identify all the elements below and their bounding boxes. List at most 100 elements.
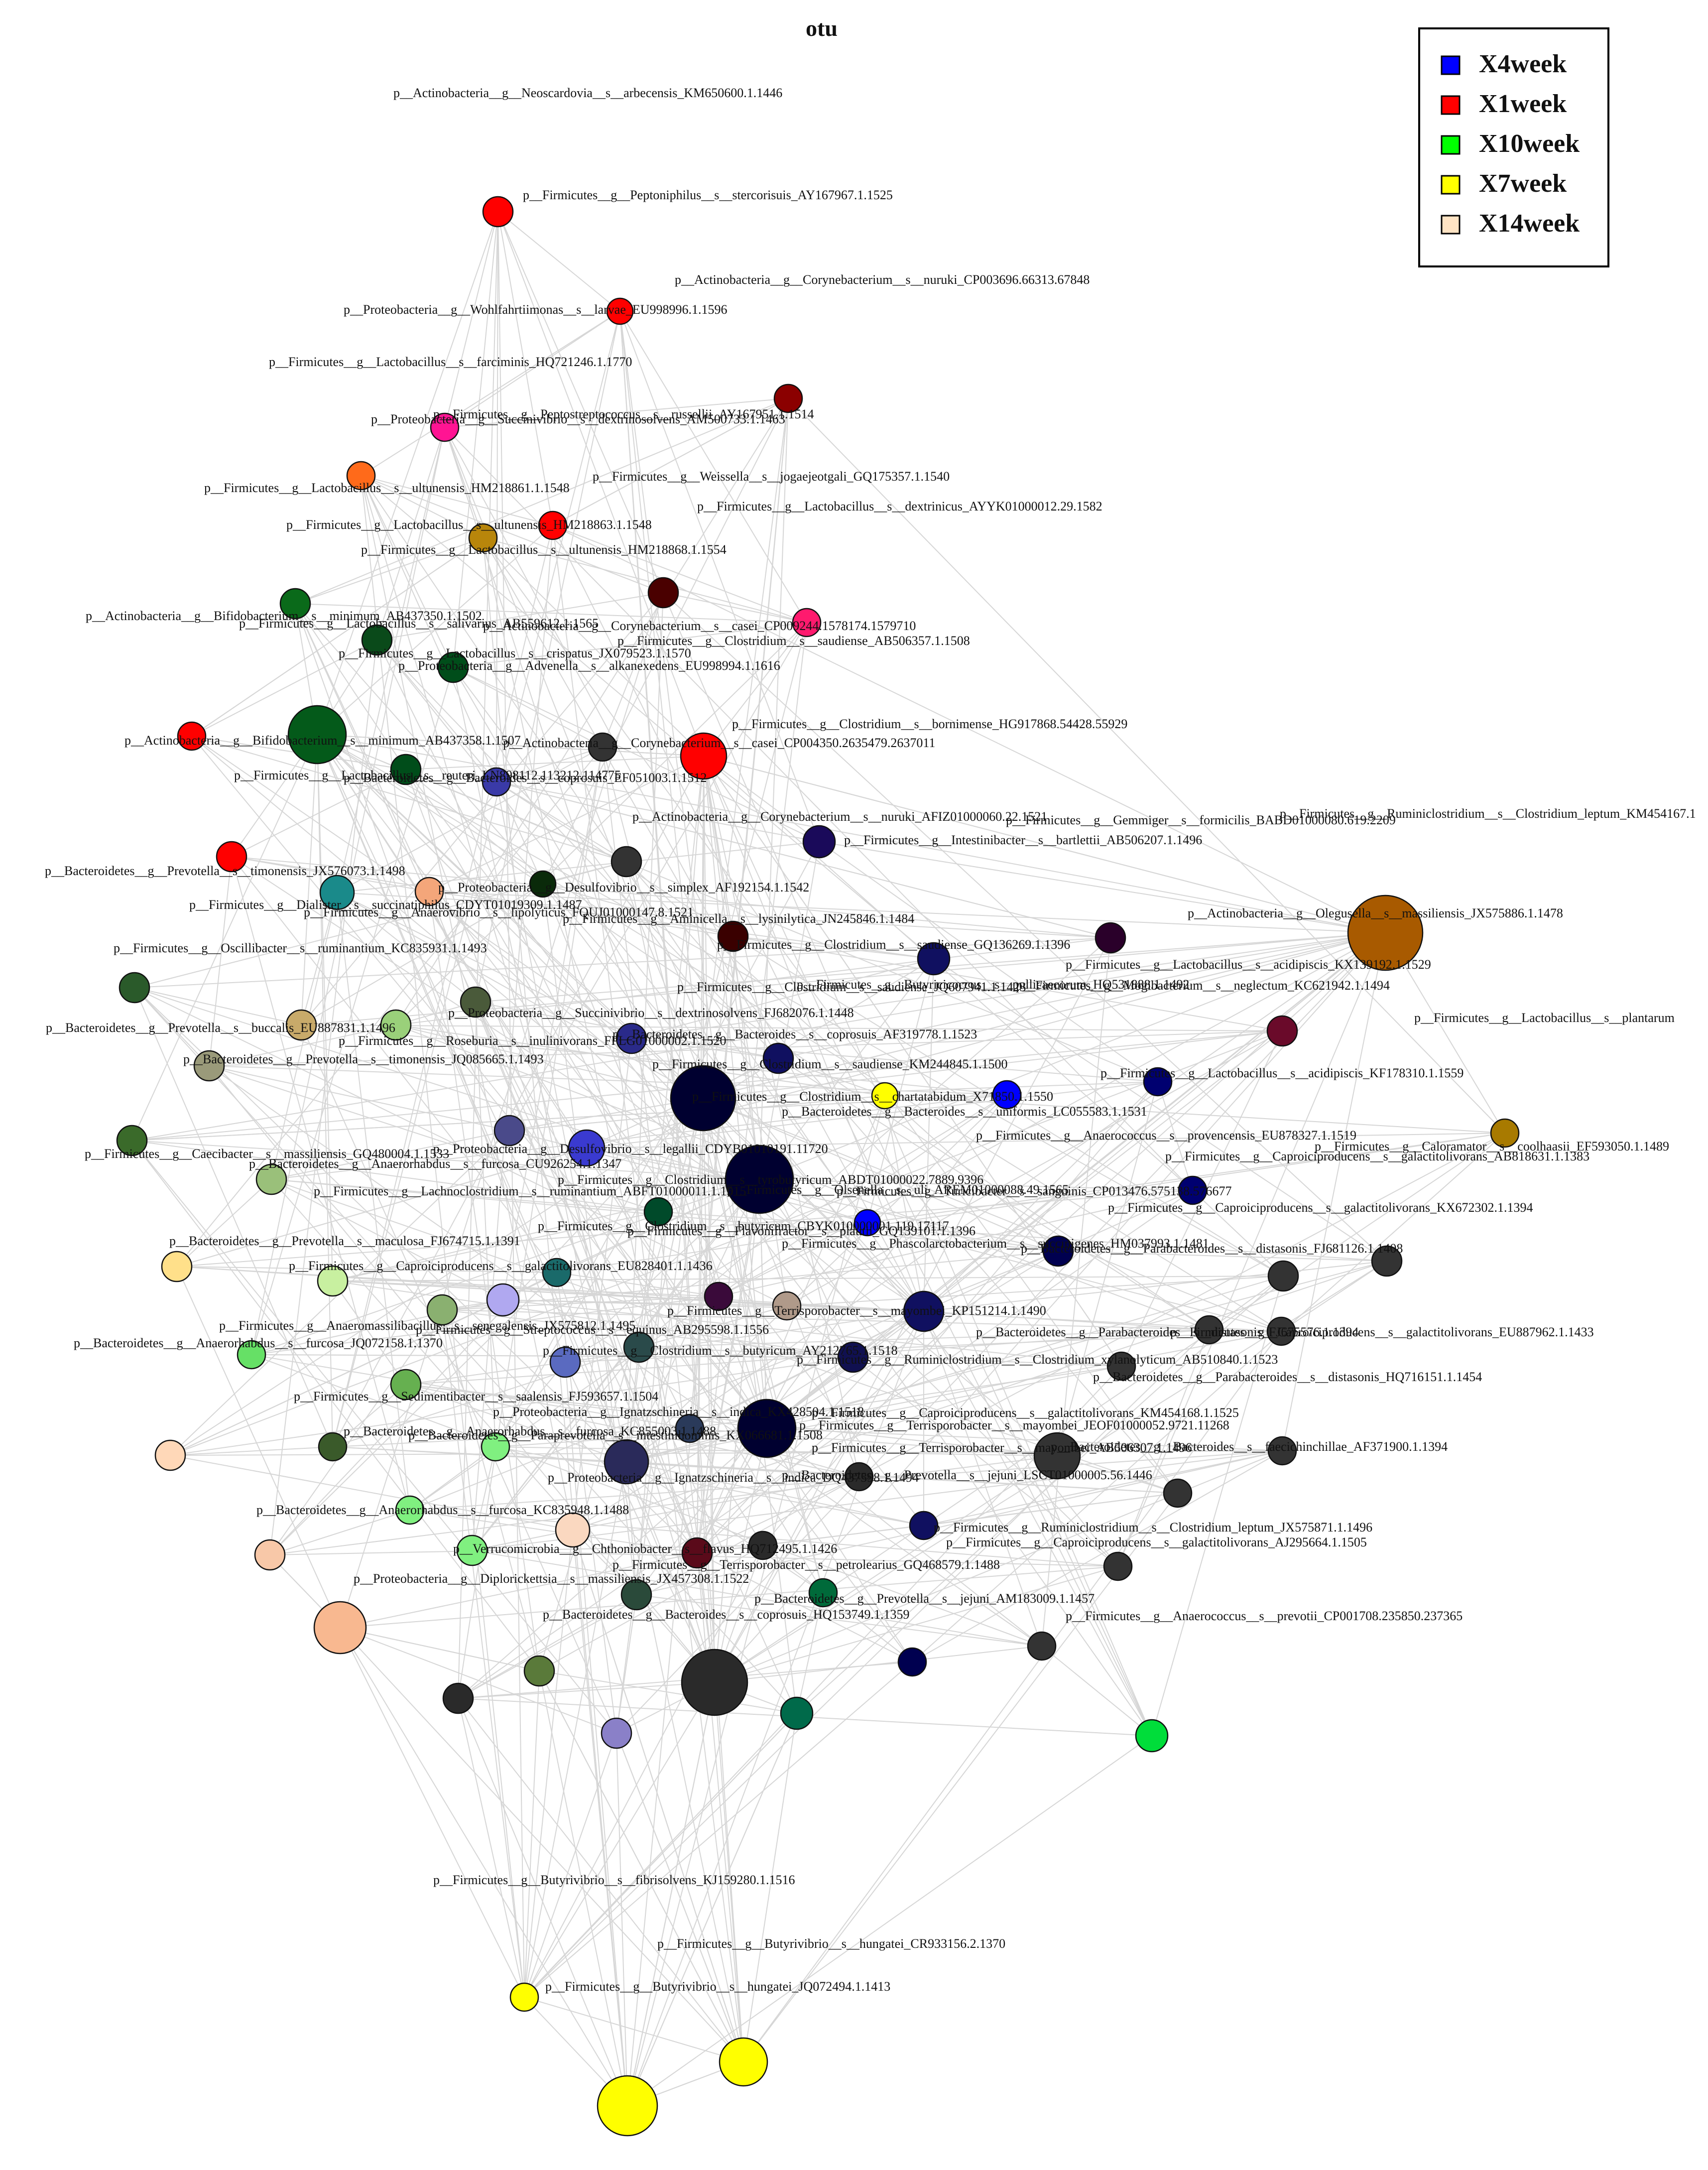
otu-node — [390, 754, 422, 785]
graph-edge — [444, 427, 1193, 1191]
node-label: p__Firmicutes__g__Olsenella__s__uli_AREM… — [727, 1182, 1069, 1197]
graph-edge — [495, 1446, 924, 1526]
graph-edge — [453, 667, 868, 1223]
otu-node — [549, 1346, 581, 1378]
graph-edge — [131, 932, 1386, 1141]
graph-edge — [703, 756, 715, 1683]
graph-nodes — [116, 196, 1520, 2137]
graph-edge — [743, 1331, 1282, 2062]
graph-edge — [332, 756, 704, 1447]
node-label: p__Firmicutes__g__Aminicella__s__lysinil… — [563, 911, 914, 926]
graph-edge — [395, 398, 789, 1025]
graph-edge — [361, 475, 525, 1998]
graph-edge — [626, 932, 1386, 1462]
graph-edge — [458, 1428, 767, 1699]
graph-edge — [495, 1362, 566, 1447]
graph-edge — [509, 622, 807, 1131]
otu-node — [237, 1340, 266, 1370]
otu-node — [1347, 894, 1424, 971]
node-label: p__Firmicutes__g__Lactobacillus__s__ultu… — [361, 542, 727, 557]
otu-node — [426, 1294, 458, 1326]
legend: X4week X1week X10week X7week X14week — [1418, 27, 1609, 267]
otu-node — [486, 1283, 520, 1317]
node-label: p__Bacteroidetes__g__Prevotella__s__bucc… — [46, 1021, 395, 1035]
otu-node — [460, 986, 491, 1018]
graph-edge — [552, 525, 1386, 933]
graph-edge — [867, 958, 934, 1223]
node-label: p__Firmicutes__g__Dialister__s__succinat… — [189, 897, 582, 912]
graph-edge — [626, 1311, 924, 1462]
graph-edge — [472, 1446, 496, 1551]
graph-edge — [317, 734, 333, 1281]
graph-edge — [483, 537, 628, 2106]
otu-node — [346, 461, 376, 491]
graph-edge — [714, 1682, 744, 2062]
graph-edge — [475, 1002, 496, 1447]
graph-edge — [442, 1309, 1282, 1332]
node-label: p__Bacteroidetes__g__Parabacteroides__s_… — [1093, 1370, 1482, 1384]
graph-edge — [1041, 937, 1111, 1647]
graph-edge — [271, 1179, 1178, 1494]
node-label: p__Bacteroidetes__g__Anaerorhabdus__s__f… — [74, 1336, 443, 1350]
graph-edge — [539, 1098, 704, 1671]
node-label: p__Firmicutes__g__Caecibacter__s__massil… — [85, 1147, 449, 1161]
otu-node — [193, 1050, 225, 1082]
graph-edge — [627, 1311, 924, 2106]
graph-edge — [444, 398, 789, 428]
node-label: p__Firmicutes__g__Oscillibacter__s__rumi… — [114, 941, 487, 955]
graph-edge — [602, 592, 664, 748]
node-label: p__Firmicutes__g__Clostridium__s__tyrobu… — [558, 1172, 983, 1187]
graph-edge — [619, 311, 704, 1099]
graph-edge — [663, 592, 1387, 1262]
graph-edge — [209, 1065, 659, 1212]
node-label: p__Firmicutes__g__Lactobacillus__s__sali… — [239, 616, 599, 631]
otu-node — [675, 1413, 705, 1443]
otu-node — [523, 1655, 555, 1687]
graph-edge — [301, 884, 543, 1025]
otu-node — [725, 1145, 794, 1214]
node-label: p__Firmicutes__g__Clostridium__s__bornim… — [732, 717, 1127, 731]
node-label: p__Bacteroidetes__g__Parabacteroides__s_… — [1021, 1241, 1403, 1256]
otu-node — [319, 875, 355, 910]
otu-node — [285, 1009, 317, 1041]
node-label: p__Proteobacteria__g__Ignatzschineria__s… — [493, 1404, 864, 1419]
otu-node — [597, 2075, 658, 2137]
graph-edge — [453, 667, 603, 748]
node-label: p__Firmicutes__g__Gemmiger__s__formicili… — [1006, 813, 1396, 827]
graph-edge — [923, 1311, 1042, 1647]
graph-edge — [703, 756, 924, 1312]
graph-edge — [703, 1098, 1282, 1332]
graph-edge — [819, 841, 1158, 1082]
graph-edge — [269, 1098, 704, 1555]
graph-edge — [714, 1428, 767, 1683]
graph-edge — [619, 311, 744, 2062]
otu-node — [154, 1439, 186, 1471]
otu-node — [1106, 1351, 1136, 1381]
graph-edge — [340, 1627, 628, 2106]
graph-edge — [405, 769, 698, 1553]
graph-edge — [269, 1545, 763, 1555]
otu-node — [1143, 1067, 1173, 1097]
otu-node — [670, 1065, 736, 1132]
graph-edge — [495, 841, 820, 1447]
node-label: p__Bacteroidetes__g__Anaerorhabdus__s__f… — [344, 1424, 716, 1438]
graph-edge — [131, 1140, 659, 1212]
legend-label: X14week — [1479, 209, 1580, 238]
graph-edge — [1117, 1329, 1210, 1567]
otu-node — [604, 1439, 649, 1485]
node-label: p__Firmicutes__g__Lactobacillus__s__acid… — [1066, 957, 1431, 972]
graph-edge — [295, 603, 406, 770]
graph-edge — [444, 211, 498, 428]
node-label: p__Firmicutes__g__Lactobacillus__s__dext… — [697, 499, 1102, 513]
graph-edge — [317, 734, 333, 1447]
otu-node — [737, 1399, 797, 1458]
node-label: p__Firmicutes__g__Mogibacterium__s__negl… — [1016, 978, 1390, 993]
graph-edge — [556, 1272, 719, 1297]
otu-node — [917, 942, 951, 976]
graph-edge — [626, 861, 1178, 1494]
graph-edge — [572, 1476, 859, 1531]
graph-edge — [759, 1179, 1193, 1191]
otu-node — [361, 624, 393, 656]
otu-node — [482, 767, 511, 797]
